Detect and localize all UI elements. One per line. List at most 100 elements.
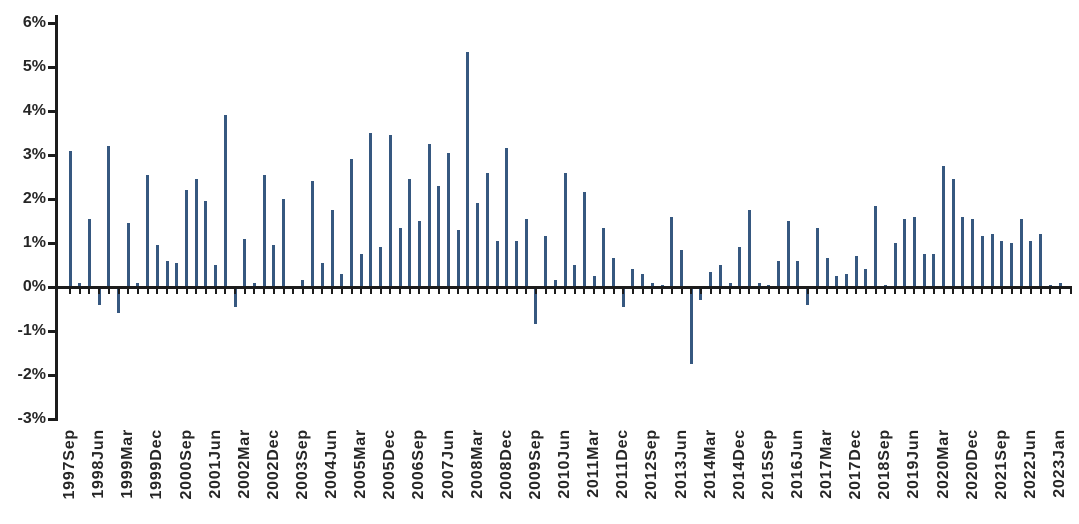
bar-2019Jun xyxy=(912,216,916,287)
bar-2005Jun xyxy=(369,133,373,287)
bar-2016Dec xyxy=(815,227,819,287)
x-tick xyxy=(835,288,838,294)
bar-2003Dec xyxy=(311,181,315,287)
bar-2009Sep xyxy=(534,287,538,325)
x-tick xyxy=(156,288,159,294)
x-tick xyxy=(971,288,974,294)
x-tick xyxy=(874,288,877,294)
x-tick xyxy=(214,288,217,294)
x-axis-label: 2021Sep xyxy=(992,429,1010,500)
x-tick xyxy=(340,288,343,294)
bar-1999Mar xyxy=(126,223,130,287)
x-tick xyxy=(564,288,566,294)
x-axis-label: 2023Jan xyxy=(1051,429,1068,498)
x-tick xyxy=(127,288,130,294)
bar-2006Dec xyxy=(427,144,431,287)
x-axis-label: 2005Mar xyxy=(352,429,370,499)
y-tick xyxy=(47,285,55,289)
x-tick xyxy=(437,288,440,294)
x-tick xyxy=(796,288,799,294)
bar-2009Jun xyxy=(524,218,528,287)
y-axis-label: 4% xyxy=(22,102,46,119)
x-tick xyxy=(554,288,557,294)
bar-2011Jun xyxy=(602,227,606,287)
x-tick xyxy=(399,288,401,294)
bar-2022Sep xyxy=(1039,234,1043,287)
bar-2015Jun xyxy=(757,282,761,287)
bar-2005Mar xyxy=(359,254,363,287)
bar-2001Dec xyxy=(233,287,237,307)
x-tick xyxy=(185,288,188,294)
bar-2015Mar xyxy=(747,210,751,287)
x-tick xyxy=(719,288,722,294)
bar-2020Jun xyxy=(951,179,955,287)
bar-2019Sep xyxy=(922,254,926,287)
x-axis-label: 2020Dec xyxy=(963,429,981,500)
x-tick xyxy=(631,288,634,294)
bar-1999Dec xyxy=(155,245,159,287)
x-axis-label: 2002Dec xyxy=(264,429,282,500)
bar-2013Sep xyxy=(689,287,693,364)
x-tick xyxy=(884,288,887,294)
bar-2008Jun xyxy=(485,172,489,287)
x-tick xyxy=(418,288,421,294)
x-tick xyxy=(661,288,664,294)
bar-2005Dec xyxy=(388,135,392,287)
x-tick xyxy=(350,288,353,294)
bar-1998Sep xyxy=(107,146,111,287)
x-axis-label: 2004Jun xyxy=(323,429,341,499)
x-tick xyxy=(806,288,809,294)
bar-2008Mar xyxy=(476,203,480,287)
bar-2000Dec xyxy=(194,179,198,287)
x-tick xyxy=(787,288,790,294)
bar-2021Sep xyxy=(1000,240,1004,287)
x-axis-label: 2005Dec xyxy=(381,429,399,500)
x-tick xyxy=(583,288,586,294)
bar-2020Mar xyxy=(942,166,945,287)
x-tick xyxy=(321,288,324,294)
bar-2008Sep xyxy=(495,240,499,287)
bar-2009Mar xyxy=(515,240,518,287)
x-tick xyxy=(263,288,266,294)
bar-2013Dec xyxy=(699,287,703,301)
x-tick xyxy=(379,288,382,294)
x-tick xyxy=(767,288,770,294)
y-tick xyxy=(47,153,55,157)
bar-2014Mar xyxy=(709,271,713,287)
x-tick xyxy=(622,288,625,294)
bar-2014Sep xyxy=(728,282,732,287)
x-tick xyxy=(505,288,508,294)
bar-2017Sep xyxy=(845,273,848,287)
x-tick xyxy=(729,288,731,294)
bar-2007Dec xyxy=(466,51,470,287)
x-tick xyxy=(942,288,945,294)
bar-2008Dec xyxy=(505,148,509,287)
y-axis-label: -3% xyxy=(17,410,46,427)
bar-2002Dec xyxy=(272,245,276,287)
bar-2019Mar xyxy=(903,218,907,287)
bar-2010Dec xyxy=(582,192,586,287)
bar-2010Sep xyxy=(573,265,577,287)
x-axis-label: 2018Sep xyxy=(876,429,894,500)
x-tick xyxy=(991,288,994,294)
bar-2013Mar xyxy=(670,216,674,287)
x-tick xyxy=(593,288,596,294)
y-tick xyxy=(47,329,55,333)
bar-2023Jan xyxy=(1058,282,1062,287)
x-tick xyxy=(981,288,984,294)
y-tick xyxy=(47,373,55,377)
bar-2004Sep xyxy=(340,273,344,287)
bar-2021Jun xyxy=(990,234,994,287)
x-tick xyxy=(913,288,916,294)
x-tick-end xyxy=(1069,288,1072,294)
x-tick xyxy=(826,288,829,294)
x-axis-line xyxy=(54,285,1072,289)
x-tick xyxy=(748,288,751,294)
bar-1997Sep xyxy=(68,150,72,287)
x-tick xyxy=(525,288,528,294)
x-tick xyxy=(117,288,120,294)
x-tick xyxy=(175,288,178,294)
x-tick xyxy=(515,288,518,294)
bar-2006Sep xyxy=(417,221,421,287)
